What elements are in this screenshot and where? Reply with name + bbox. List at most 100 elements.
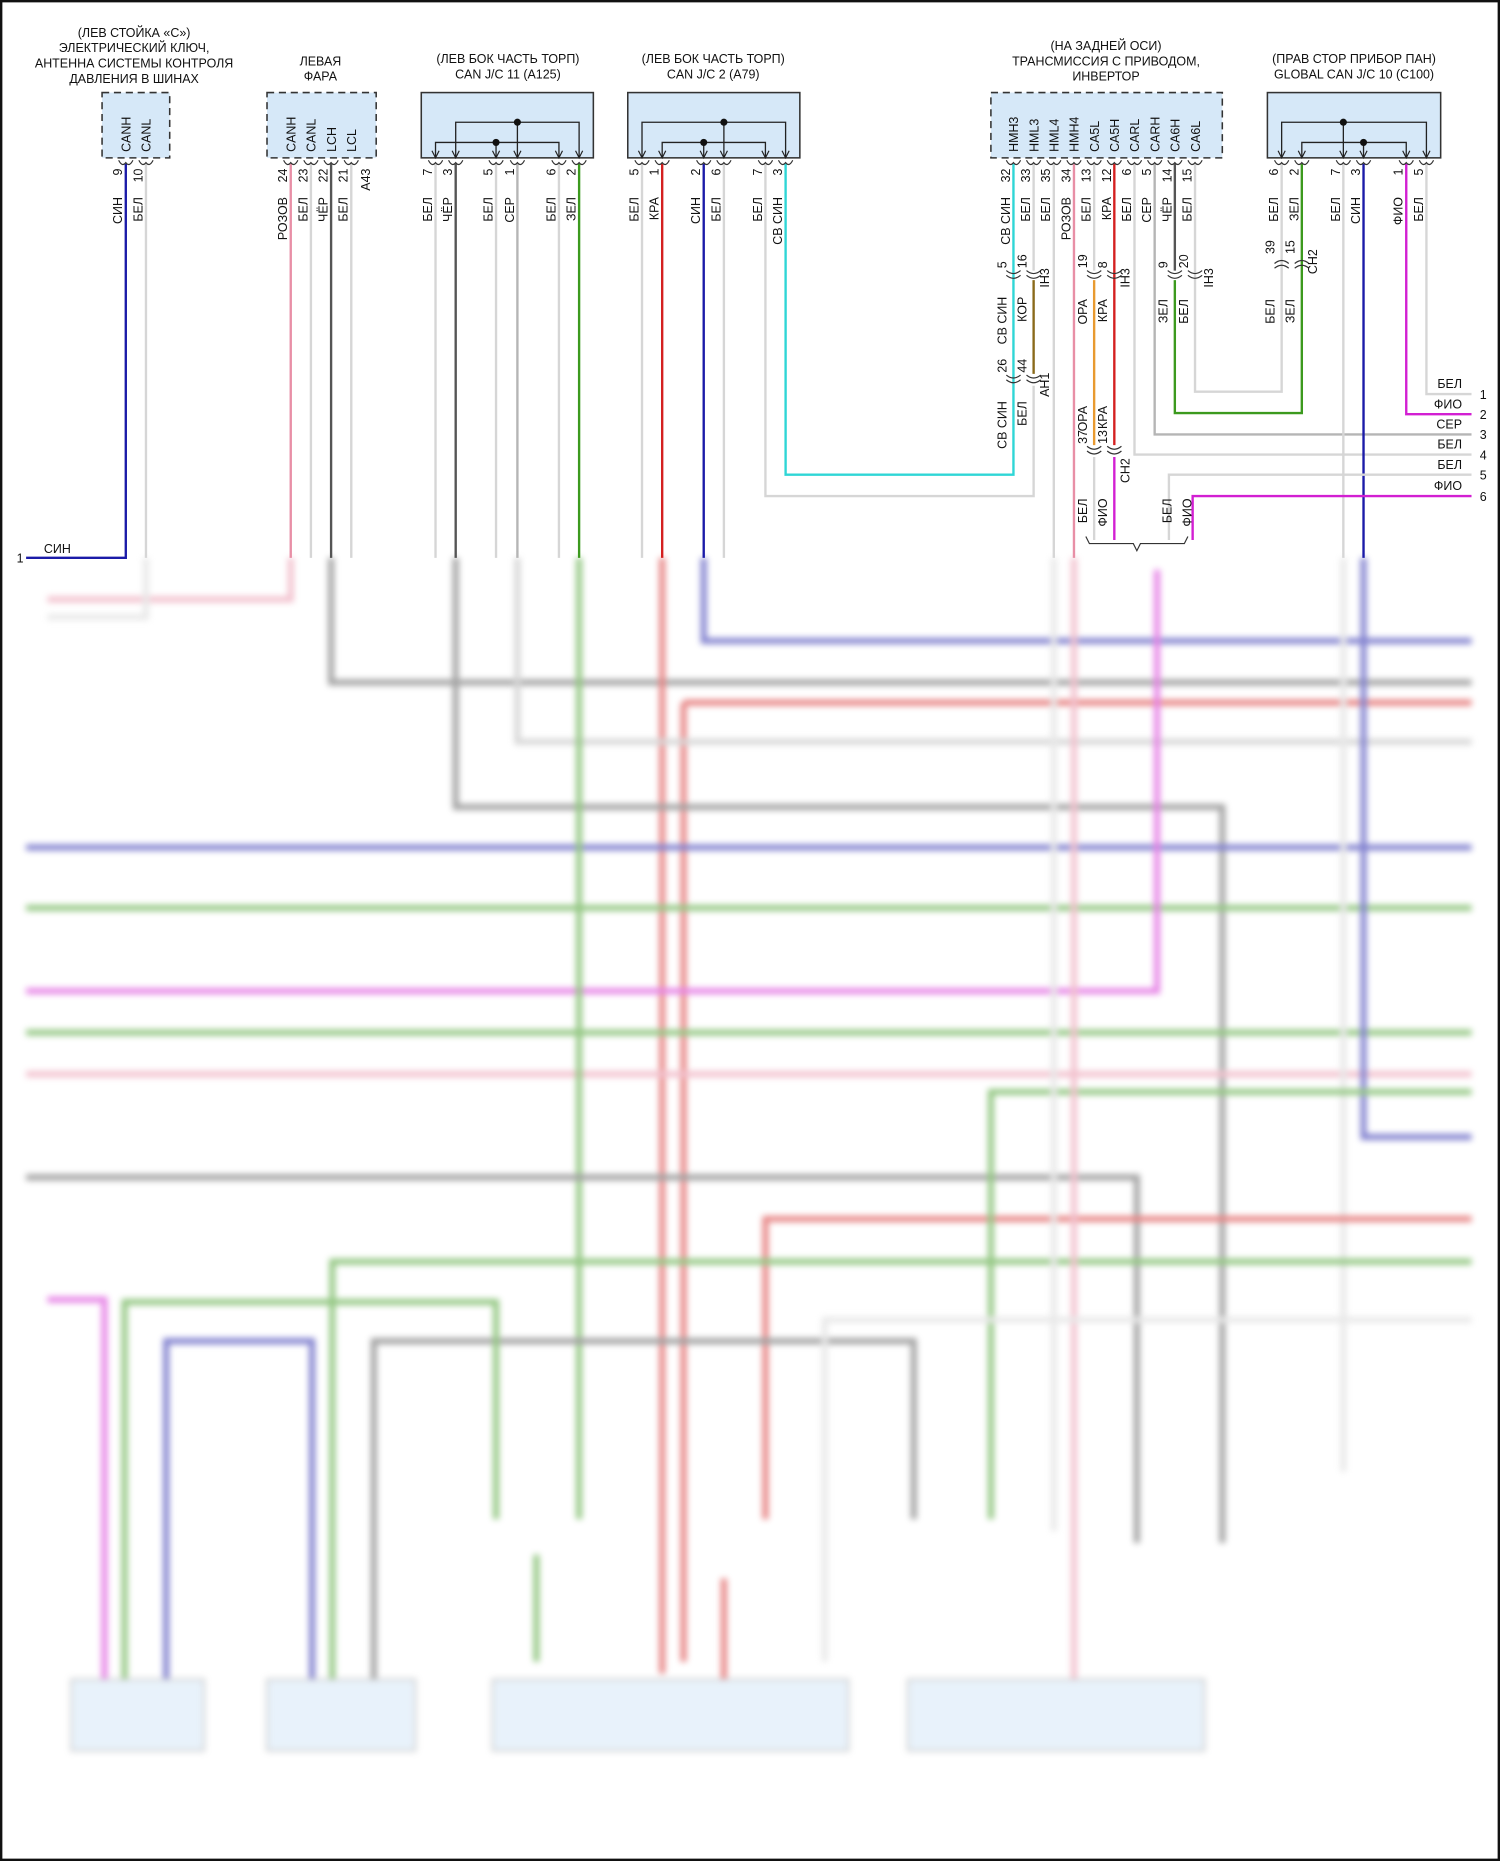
terminal-icon — [1005, 159, 1022, 166]
splice-label: IH3 — [1119, 268, 1133, 287]
arrow-icon — [1402, 150, 1411, 160]
terminal-icon — [551, 159, 567, 166]
wire-color-label: КРА — [1100, 196, 1114, 220]
terminal-icon — [1418, 159, 1435, 166]
wire-color-label: ФИО — [1096, 498, 1110, 526]
wire-color-label: БЕЛ — [1177, 299, 1191, 324]
terminal-icon — [1167, 159, 1183, 166]
terminal-icon — [654, 159, 670, 166]
labels-layer: (ЛЕВ СТОЙКА «С»)ЭЛЕКТРИЧЕСКИЙ КЛЮЧ, АНТЕН… — [17, 25, 1487, 566]
splice-label: CH2 — [1119, 458, 1133, 483]
terminal-icon — [1187, 159, 1203, 166]
terminal-icon — [303, 159, 319, 166]
pin-number: 21 — [337, 168, 351, 182]
arrow-icon — [431, 150, 440, 160]
pin-name: CA6L — [1189, 121, 1203, 152]
wire-color-label: БЕЛ — [1076, 498, 1090, 523]
inline-connector-icon — [1026, 270, 1042, 279]
terminal-icon — [1126, 159, 1143, 166]
splice-label: AH1 — [1038, 373, 1052, 397]
pin-number: 10 — [131, 168, 145, 182]
internal-bus — [1301, 141, 1407, 158]
pin-name: HML3 — [1027, 119, 1041, 152]
blurred-wire — [514, 557, 1472, 745]
wire-color-label: БЕЛ — [421, 197, 435, 222]
connector-title: ДАВЛЕНИЯ В ШИНАХ — [69, 72, 199, 86]
terminal-icon — [777, 159, 794, 166]
continuation-number: 4 — [1480, 448, 1487, 462]
connector-title: GLOBAL CAN J/C 10 (C100) — [1274, 67, 1434, 81]
blurred-wire — [329, 1258, 1472, 1686]
terminal-icon — [1294, 159, 1310, 166]
pin-number: 24 — [276, 168, 290, 182]
blurred-lower-section — [26, 557, 1472, 1752]
pin-number: 34 — [1059, 168, 1073, 182]
splice-label: 9 — [1157, 261, 1171, 268]
inline-connector-icon — [1106, 270, 1122, 279]
pin-name: CANH — [284, 117, 298, 152]
blurred-wire — [821, 1316, 1472, 1662]
splice-dot — [1339, 118, 1347, 126]
inline-connector-icon — [1026, 374, 1042, 384]
wire — [1425, 163, 1472, 396]
wire — [1167, 473, 1472, 541]
terminal-icon — [716, 159, 732, 166]
blurred-module-box — [491, 1678, 850, 1752]
connector-1-box — [101, 91, 171, 159]
splice-label: 39 — [1264, 240, 1278, 254]
wire-color-label: КРА — [1096, 405, 1110, 429]
pin-name: CANL — [140, 119, 154, 152]
pin-number: 12 — [1100, 168, 1114, 182]
wire-color-label: ЗЕЛ — [1287, 197, 1301, 221]
connector-6-box — [1266, 91, 1442, 159]
terminal-icon — [427, 159, 444, 166]
continuation-wire-label: ФИО — [1434, 479, 1462, 493]
connector-title: CAN J/C 11 (A125) — [455, 67, 561, 81]
wire-color-label: КРА — [1096, 298, 1110, 322]
continuation-wire-label: БЕЛ — [1437, 377, 1462, 391]
wire — [1133, 163, 1472, 456]
arrow-icon — [1297, 150, 1306, 160]
wire-color-label: БЕЛ — [627, 197, 641, 222]
blurred-wire — [700, 557, 1472, 644]
splice-label: 5 — [995, 261, 1009, 268]
pin-name: CARH — [1148, 117, 1162, 152]
wire-color-label: ОРА — [1076, 405, 1090, 431]
connector-title: ИНВЕРТОР — [1072, 70, 1139, 84]
terminal-icon — [1106, 159, 1122, 166]
connector-2-box — [266, 91, 377, 159]
splice-label: IH3 — [1202, 268, 1216, 287]
wire-color-label: БЕЛ — [544, 197, 558, 222]
blurred-module-box — [70, 1678, 206, 1752]
wires-layer — [26, 163, 1472, 560]
pin-number: 5 — [627, 168, 641, 175]
pin-name: HMH4 — [1068, 117, 1082, 152]
continuation-wire-label: БЕЛ — [1437, 458, 1462, 472]
blurred-wire — [762, 1215, 1472, 1520]
continuation-number: 1 — [1480, 388, 1487, 402]
blurred-wire — [1360, 557, 1472, 1140]
wire — [1405, 163, 1472, 416]
wire-color-label: СЕР — [1140, 197, 1154, 223]
connector-title: АНТЕННА СИСТЕМЫ КОНТРОЛЯ — [35, 57, 233, 71]
terminal-icon — [1273, 159, 1290, 166]
connector-title: CAN J/C 2 (A79) — [667, 67, 760, 81]
wire-color-label: БЕЛ — [1180, 197, 1194, 222]
terminal-icon — [118, 159, 134, 166]
wire-color-label: ОРА — [1076, 298, 1090, 324]
connector-title: (ЛЕВ СТОЙКА «С») — [78, 25, 191, 40]
splice-label: 8 — [1096, 261, 1110, 268]
wire — [1153, 163, 1472, 436]
pin-name: HML4 — [1048, 119, 1062, 152]
wire-color-label: СВ СИН — [995, 297, 1009, 345]
wire-color-label: БЕЛ — [1080, 197, 1094, 222]
splice-label: 20 — [1177, 254, 1191, 268]
terminal-icon — [1335, 159, 1352, 166]
terminal-icon — [1046, 159, 1062, 166]
terminal-icon — [509, 159, 526, 166]
arrow-icon — [1359, 150, 1368, 160]
pin-number: 6 — [1120, 168, 1134, 175]
pin-name: LCH — [325, 127, 339, 152]
